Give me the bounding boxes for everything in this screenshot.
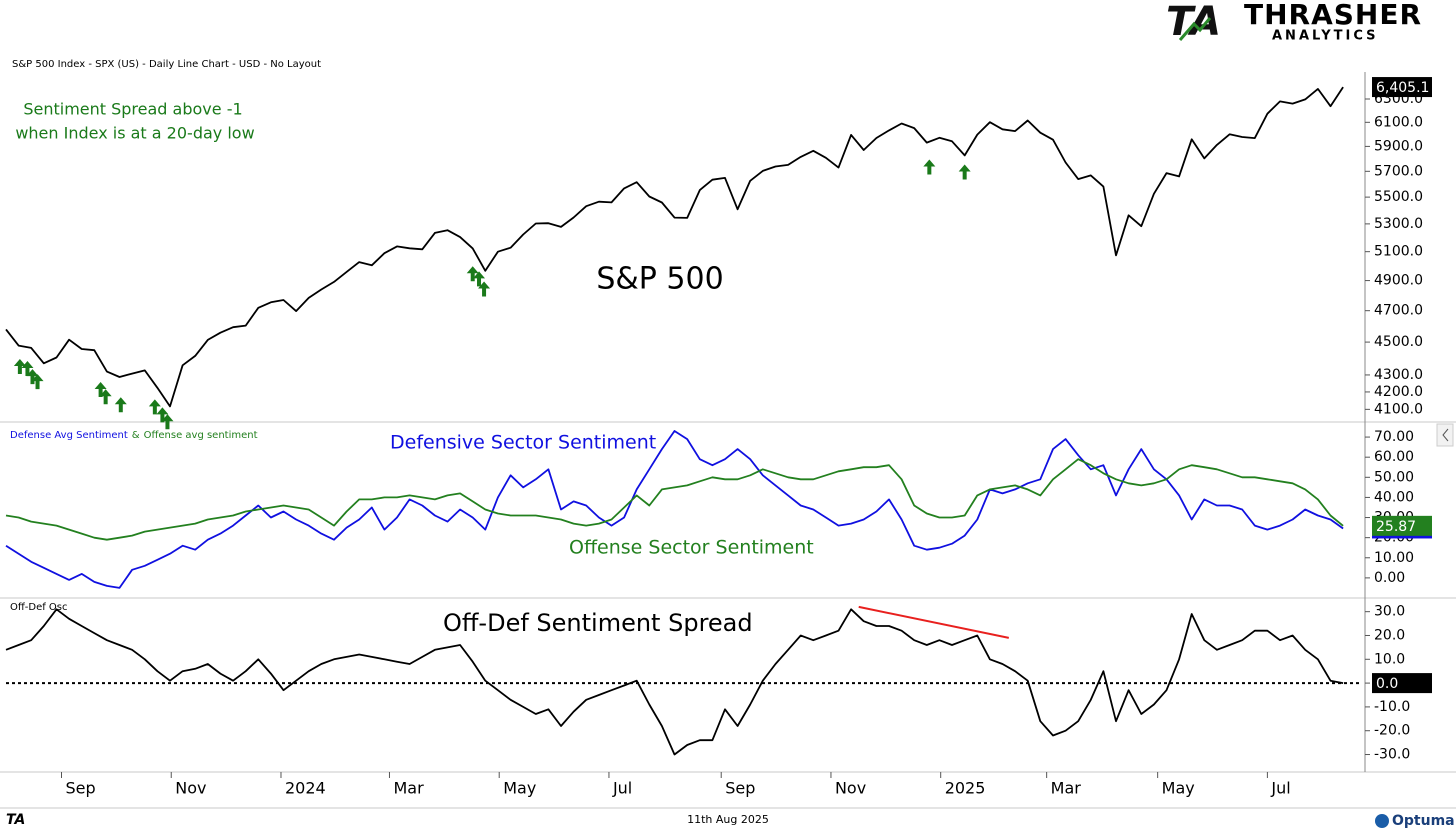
x-tick-label: Nov bbox=[835, 779, 866, 798]
y-tick-label: 40.00 bbox=[1374, 489, 1414, 505]
signal-arrow bbox=[21, 360, 34, 376]
footer-brand: Optuma bbox=[1392, 813, 1455, 829]
y-tick-label: -20.0 bbox=[1374, 723, 1410, 739]
signal-arrow bbox=[478, 281, 491, 297]
brand-icon bbox=[1375, 814, 1389, 828]
x-tick-label: 2025 bbox=[945, 779, 986, 798]
signal-arrow bbox=[148, 399, 161, 415]
y-tick-label: 4500.0 bbox=[1374, 334, 1423, 350]
signal-arrow bbox=[923, 159, 936, 175]
signal-arrow bbox=[114, 397, 127, 413]
x-tick-label: May bbox=[503, 779, 536, 798]
series-line bbox=[5, 86, 1344, 408]
signal-arrow bbox=[99, 389, 112, 405]
y-tick-label: 10.0 bbox=[1374, 651, 1405, 667]
y-tick-label: 4200.0 bbox=[1374, 384, 1423, 400]
legend-entry: Defense Avg Sentiment bbox=[10, 430, 128, 441]
x-tick-label: Sep bbox=[66, 779, 96, 798]
y-tick-label: 5100.0 bbox=[1374, 244, 1423, 260]
signal-arrow bbox=[26, 369, 39, 385]
y-tick-label: 0.00 bbox=[1374, 570, 1405, 586]
annotation: when Index is at a 20-day low bbox=[15, 124, 254, 143]
legend-entry: Offense avg sentiment bbox=[144, 430, 258, 441]
annotation: Sentiment Spread above -1 bbox=[23, 100, 242, 119]
annotation: Off-Def Sentiment Spread bbox=[443, 609, 753, 637]
signal-arrow bbox=[473, 271, 486, 287]
series-line bbox=[5, 430, 1344, 589]
trendline bbox=[858, 605, 1010, 639]
signal-arrow bbox=[161, 414, 174, 430]
logo-sub: ANALYTICS bbox=[1272, 29, 1379, 44]
y-tick-label: 4300.0 bbox=[1374, 367, 1423, 383]
signal-arrow bbox=[31, 374, 44, 390]
y-tick-label: 20.0 bbox=[1374, 627, 1405, 643]
y-tick-label: -30.0 bbox=[1374, 747, 1410, 763]
signal-arrow bbox=[958, 164, 971, 180]
series-annotation: Defensive Sector Sentiment bbox=[390, 432, 656, 454]
y-tick-label: 50.00 bbox=[1374, 469, 1414, 485]
panel-title: S&P 500 bbox=[596, 262, 723, 297]
price-tag bbox=[1372, 515, 1432, 536]
series-line bbox=[5, 458, 1344, 541]
y-tick-label: 4700.0 bbox=[1374, 303, 1423, 319]
footer-mark: TA bbox=[6, 812, 25, 828]
x-tick-label: Mar bbox=[393, 779, 424, 798]
x-tick-label: Jul bbox=[1270, 779, 1290, 798]
legend: Defense Avg Sentiment & Offense avg sentim… bbox=[10, 430, 258, 441]
price-tag bbox=[1372, 77, 1432, 98]
y-tick-label: 30.0 bbox=[1374, 604, 1405, 620]
collapse-icon bbox=[1442, 428, 1449, 442]
signal-arrow bbox=[466, 266, 479, 282]
legend-joiner: & bbox=[132, 430, 140, 441]
y-tick-label: 5700.0 bbox=[1374, 163, 1423, 179]
series-annotation: Offense Sector Sentiment bbox=[569, 537, 814, 559]
y-tick-label: 4100.0 bbox=[1374, 401, 1423, 417]
y-tick-label: 5900.0 bbox=[1374, 138, 1423, 154]
x-tick-label: Mar bbox=[1051, 779, 1082, 798]
price-tag bbox=[1372, 673, 1432, 694]
chart-header: S&P 500 Index - SPX (US) - Daily Line Ch… bbox=[12, 59, 321, 70]
x-tick-label: Jul bbox=[612, 779, 632, 798]
x-tick-label: Sep bbox=[725, 779, 755, 798]
price-tag-label: 6,405.1 bbox=[1376, 80, 1429, 96]
panel-label: Off-Def Osc bbox=[10, 602, 68, 613]
series-line bbox=[5, 608, 1344, 756]
y-tick-label: -10.0 bbox=[1374, 699, 1410, 715]
x-tick-label: Nov bbox=[175, 779, 206, 798]
y-tick-label: 5300.0 bbox=[1374, 216, 1423, 232]
price-tag-label: 25.87 bbox=[1376, 519, 1416, 535]
x-tick-label: 2024 bbox=[285, 779, 326, 798]
logo-name: THRASHER bbox=[1244, 0, 1422, 31]
footer-date: 11th Aug 2025 bbox=[687, 813, 769, 826]
y-tick-label: 60.00 bbox=[1374, 449, 1414, 465]
y-tick-label: 10.00 bbox=[1374, 550, 1414, 566]
y-tick-label: 70.00 bbox=[1374, 429, 1414, 445]
signal-arrow bbox=[156, 407, 169, 423]
y-tick-label: 5500.0 bbox=[1374, 189, 1423, 205]
logo-arrow bbox=[1178, 17, 1212, 41]
y-tick-label: 6100.0 bbox=[1374, 114, 1423, 130]
collapse-button[interactable] bbox=[1436, 423, 1454, 447]
price-tag-label: 0.0 bbox=[1376, 676, 1398, 692]
signal-arrow bbox=[94, 382, 107, 398]
y-tick-label: 4900.0 bbox=[1374, 273, 1423, 289]
signal-arrow bbox=[13, 358, 26, 374]
x-tick-label: May bbox=[1162, 779, 1195, 798]
